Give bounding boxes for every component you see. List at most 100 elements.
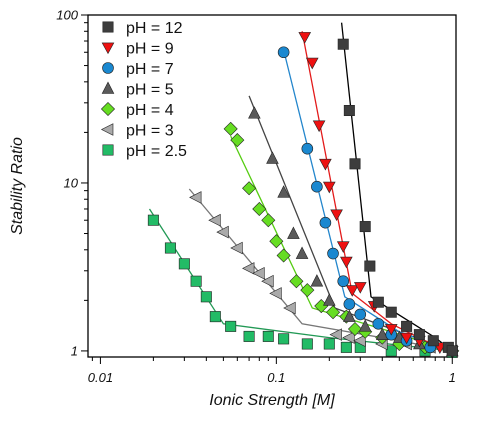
marker-ph-5-3 — [287, 226, 300, 239]
legend-label-ph-9: pH = 9 — [126, 41, 174, 58]
marker-ph-4-1 — [230, 133, 245, 148]
legend: pH = 12 pH = 9 pH = 7 pH = 5 pH = 4 pH = 3 pH … — [100, 20, 187, 160]
marker-ph-7-8 — [372, 318, 385, 330]
marker-ph-4-10 — [326, 305, 341, 320]
marker-ph-9-8 — [345, 285, 359, 297]
marker-ph-12-8 — [413, 329, 425, 341]
marker-ph-5-4 — [295, 246, 309, 259]
marker-ph-4-0 — [223, 121, 238, 136]
marker-ph-5-5 — [310, 274, 324, 287]
marker-ph-5-6 — [323, 293, 336, 306]
marker-ph-3-10 — [342, 331, 355, 344]
marker-ph-4-2 — [242, 181, 257, 196]
legend-marker-ph-3 — [100, 123, 114, 136]
marker-ph-5-9 — [375, 327, 389, 340]
marker-ph-3-11 — [353, 334, 366, 348]
marker-ph-2-5-0 — [147, 214, 159, 226]
marker-ph-9-1 — [305, 57, 319, 70]
marker-ph-7-0 — [277, 46, 290, 59]
x-tick-label: 1 — [449, 370, 456, 385]
marker-ph-7-4 — [327, 247, 339, 260]
legend-label-ph-4: pH = 4 — [126, 102, 174, 119]
legend-marker-ph-4 — [100, 101, 116, 117]
marker-ph-9-7 — [340, 256, 353, 269]
marker-ph-9-0 — [298, 32, 312, 44]
fit-lines — [148, 22, 453, 352]
marker-ph-7-6 — [343, 298, 356, 310]
legend-marker-ph-5 — [101, 81, 115, 94]
y-axis-label: Stability Ratio — [9, 137, 26, 235]
legend-label-ph-12: pH = 12 — [126, 20, 183, 37]
marker-ph-2-5-10 — [301, 338, 313, 350]
marker-ph-4-3 — [252, 201, 267, 217]
plot-frame — [87, 14, 457, 358]
marker-ph-12-0 — [337, 38, 349, 50]
marker-ph-3-4 — [242, 262, 255, 275]
marker-ph-7-3 — [319, 216, 332, 229]
marker-ph-5-2 — [277, 185, 290, 198]
marker-ph-2-5-3 — [190, 275, 202, 287]
marker-ph-7-2 — [311, 180, 323, 193]
legend-label-ph-3: pH = 3 — [126, 123, 174, 140]
marker-ph-3-2 — [216, 225, 229, 239]
legend-marker-ph-9 — [101, 42, 115, 55]
y-tick-label: 1 — [71, 343, 78, 358]
legend-label-ph-5: pH = 5 — [126, 82, 174, 99]
axis-ticks: 0.01 0.1 1 1 10 100 — [56, 8, 456, 386]
marker-ph-5-0 — [248, 106, 261, 119]
data-markers — [147, 32, 460, 358]
marker-ph-2-5-5 — [209, 311, 221, 323]
marker-ph-7-7 — [354, 308, 367, 321]
marker-ph-2-5-9 — [278, 333, 290, 345]
marker-ph-4-6 — [276, 248, 291, 263]
marker-ph-12-9 — [427, 335, 439, 347]
marker-ph-12-3 — [359, 221, 371, 233]
marker-ph-12-7 — [401, 320, 413, 332]
marker-ph-2-5-1 — [164, 242, 176, 254]
marker-ph-3-3 — [230, 241, 243, 255]
marker-ph-9-3 — [319, 158, 332, 171]
marker-ph-5-7 — [343, 309, 356, 322]
marker-ph-7-1 — [301, 142, 314, 155]
marker-ph-3-5 — [252, 266, 265, 280]
marker-ph-4-8 — [300, 283, 315, 298]
marker-ph-12-2 — [349, 158, 361, 170]
legend-label-ph-2-5: pH = 2.5 — [126, 143, 187, 160]
marker-ph-9-5 — [330, 209, 343, 222]
marker-ph-2-5-2 — [178, 258, 190, 270]
marker-ph-3-1 — [208, 213, 221, 227]
marker-ph-3-8 — [283, 301, 296, 315]
x-tick-label: 0.1 — [267, 370, 285, 385]
y-tick-label: 10 — [64, 175, 79, 190]
legend-label-ph-7: pH = 7 — [126, 61, 174, 78]
marker-ph-12-11 — [446, 345, 458, 357]
fit-line-ph-12 — [340, 22, 453, 352]
x-tick-label: 0.01 — [88, 370, 113, 385]
marker-ph-12-4 — [364, 260, 376, 272]
marker-ph-2-5-8 — [262, 330, 274, 342]
marker-ph-12-6 — [385, 306, 397, 318]
marker-ph-9-12 — [400, 332, 413, 345]
marker-ph-12-1 — [343, 105, 355, 117]
marker-ph-4-4 — [261, 213, 276, 228]
marker-ph-5-1 — [266, 151, 279, 164]
marker-ph-4-7 — [289, 274, 304, 289]
marker-ph-4-12 — [347, 322, 363, 337]
marker-ph-9-11 — [384, 324, 398, 336]
marker-ph-2-5-14 — [385, 345, 397, 357]
marker-ph-9-4 — [322, 181, 336, 194]
marker-ph-9-2 — [312, 120, 326, 133]
y-tick-label: 100 — [56, 8, 78, 23]
marker-ph-3-0 — [189, 191, 202, 204]
marker-ph-2-5-6 — [225, 320, 237, 332]
marker-ph-3-9 — [329, 328, 342, 341]
marker-ph-2-5-7 — [243, 330, 255, 342]
marker-ph-12-5 — [372, 296, 384, 308]
marker-ph-2-5-4 — [200, 291, 212, 303]
marker-ph-9-6 — [336, 241, 350, 253]
legend-marker-ph-12 — [102, 21, 114, 33]
marker-ph-7-5 — [337, 275, 350, 288]
marker-ph-2-5-11 — [323, 338, 335, 350]
marker-ph-5-8 — [358, 319, 372, 332]
